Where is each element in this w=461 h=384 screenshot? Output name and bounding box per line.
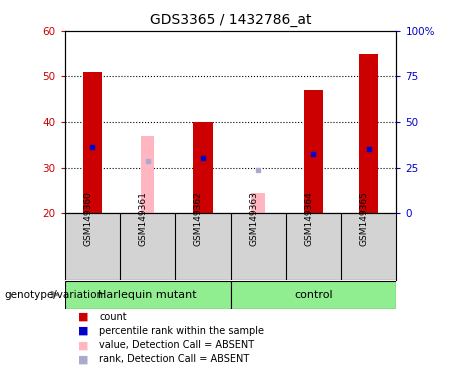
Bar bbox=[251, 193, 265, 213]
Text: ■: ■ bbox=[78, 340, 89, 350]
Text: ■: ■ bbox=[78, 354, 89, 364]
Text: ■: ■ bbox=[78, 326, 89, 336]
Bar bbox=[304, 90, 323, 213]
Text: GSM149364: GSM149364 bbox=[304, 191, 313, 246]
Text: count: count bbox=[99, 312, 127, 322]
Text: Harlequin mutant: Harlequin mutant bbox=[98, 290, 197, 300]
Text: percentile rank within the sample: percentile rank within the sample bbox=[99, 326, 264, 336]
Text: GSM149362: GSM149362 bbox=[194, 191, 203, 246]
Bar bbox=[83, 72, 102, 213]
Text: GDS3365 / 1432786_at: GDS3365 / 1432786_at bbox=[150, 13, 311, 27]
Bar bbox=[230, 281, 396, 309]
Bar bbox=[65, 281, 230, 309]
Text: ■: ■ bbox=[78, 312, 89, 322]
Bar bbox=[193, 122, 213, 213]
Text: value, Detection Call = ABSENT: value, Detection Call = ABSENT bbox=[99, 340, 254, 350]
Text: control: control bbox=[294, 290, 333, 300]
Text: GSM149365: GSM149365 bbox=[360, 191, 369, 246]
Text: GSM149360: GSM149360 bbox=[83, 191, 92, 246]
Text: GSM149361: GSM149361 bbox=[138, 191, 148, 246]
Text: GSM149363: GSM149363 bbox=[249, 191, 258, 246]
Text: rank, Detection Call = ABSENT: rank, Detection Call = ABSENT bbox=[99, 354, 249, 364]
Bar bbox=[141, 136, 154, 213]
Bar bbox=[359, 53, 378, 213]
Text: genotype/variation: genotype/variation bbox=[5, 290, 104, 300]
